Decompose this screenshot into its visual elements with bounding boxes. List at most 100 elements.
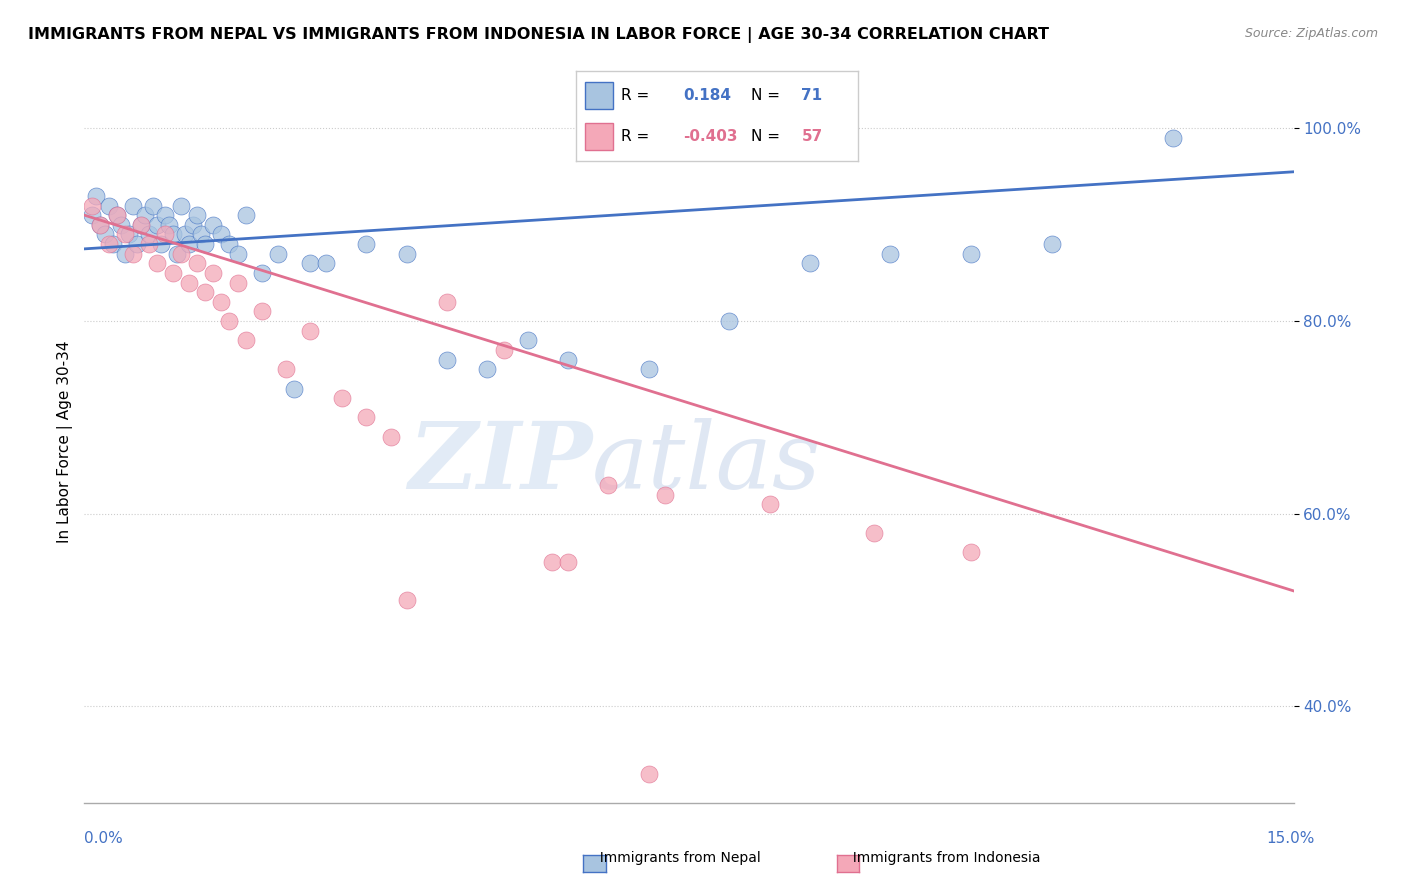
Point	[235, 208, 257, 222]
Text: Immigrants from Indonesia: Immigrants from Indonesia	[844, 851, 1040, 865]
Text: 71: 71	[801, 88, 823, 103]
Point	[82, 208, 104, 222]
Point	[492, 343, 515, 357]
Point	[190, 227, 212, 242]
Point	[138, 227, 160, 242]
Text: R =: R =	[621, 88, 650, 103]
Point	[194, 237, 217, 252]
Point	[202, 266, 225, 280]
Point	[149, 237, 172, 252]
Point	[516, 334, 538, 348]
Text: N =: N =	[751, 88, 780, 103]
Point	[267, 246, 290, 260]
Point	[226, 276, 249, 290]
Text: Source: ZipAtlas.com: Source: ZipAtlas.com	[1244, 27, 1378, 40]
Point	[170, 246, 193, 260]
Point	[101, 237, 124, 252]
Point	[153, 208, 176, 222]
Point	[218, 314, 240, 328]
Point	[557, 352, 579, 367]
Point	[146, 218, 169, 232]
Point	[654, 487, 676, 501]
Point	[274, 362, 297, 376]
Point	[162, 266, 184, 280]
Point	[166, 246, 188, 260]
Point	[186, 208, 208, 222]
Point	[105, 208, 128, 222]
Point	[105, 208, 128, 222]
FancyBboxPatch shape	[585, 82, 613, 109]
Text: atlas: atlas	[592, 418, 821, 508]
Y-axis label: In Labor Force | Age 30-34: In Labor Force | Age 30-34	[58, 340, 73, 543]
Point	[960, 246, 983, 260]
Point	[209, 294, 232, 309]
Point	[97, 198, 120, 212]
Point	[395, 246, 418, 260]
Point	[89, 218, 111, 232]
Point	[209, 227, 232, 242]
Point	[146, 256, 169, 270]
Point	[235, 334, 257, 348]
Point	[121, 246, 143, 260]
Point	[960, 545, 983, 559]
Point	[134, 208, 156, 222]
Point	[194, 285, 217, 300]
Point	[637, 767, 659, 781]
Point	[179, 237, 201, 252]
Text: 57: 57	[801, 129, 823, 144]
Point	[202, 218, 225, 232]
Point	[250, 266, 273, 280]
Point	[181, 218, 204, 232]
Point	[283, 382, 305, 396]
Point	[226, 246, 249, 260]
Point	[380, 430, 402, 444]
Point	[1040, 237, 1063, 252]
Point	[162, 227, 184, 242]
Point	[114, 227, 136, 242]
Point	[436, 352, 458, 367]
Point	[218, 237, 240, 252]
Point	[541, 555, 564, 569]
Text: N =: N =	[751, 129, 780, 144]
Point	[315, 256, 337, 270]
FancyBboxPatch shape	[585, 123, 613, 150]
Point	[1161, 131, 1184, 145]
Text: R =: R =	[621, 129, 650, 144]
Point	[718, 314, 741, 328]
Point	[863, 526, 886, 541]
Point	[89, 218, 111, 232]
Point	[436, 294, 458, 309]
Point	[129, 218, 152, 232]
Point	[557, 555, 579, 569]
Point	[93, 227, 115, 242]
Text: Immigrants from Nepal: Immigrants from Nepal	[591, 851, 761, 865]
Point	[129, 218, 152, 232]
Point	[170, 198, 193, 212]
Point	[110, 218, 132, 232]
Point	[330, 391, 353, 405]
Text: ZIP: ZIP	[408, 418, 592, 508]
Point	[356, 410, 378, 425]
Point	[299, 324, 322, 338]
Point	[121, 198, 143, 212]
Point	[97, 237, 120, 252]
Text: -0.403: -0.403	[683, 129, 738, 144]
Point	[118, 227, 141, 242]
Point	[138, 237, 160, 252]
Point	[879, 246, 901, 260]
Point	[799, 256, 821, 270]
Point	[157, 218, 180, 232]
Point	[125, 237, 148, 252]
Point	[86, 189, 108, 203]
Text: 0.184: 0.184	[683, 88, 731, 103]
Text: 0.0%: 0.0%	[84, 831, 124, 846]
Point	[637, 362, 659, 376]
Point	[598, 478, 620, 492]
Point	[179, 276, 201, 290]
Point	[153, 227, 176, 242]
Point	[142, 198, 165, 212]
Point	[186, 256, 208, 270]
Point	[299, 256, 322, 270]
Point	[758, 497, 780, 511]
Point	[174, 227, 197, 242]
